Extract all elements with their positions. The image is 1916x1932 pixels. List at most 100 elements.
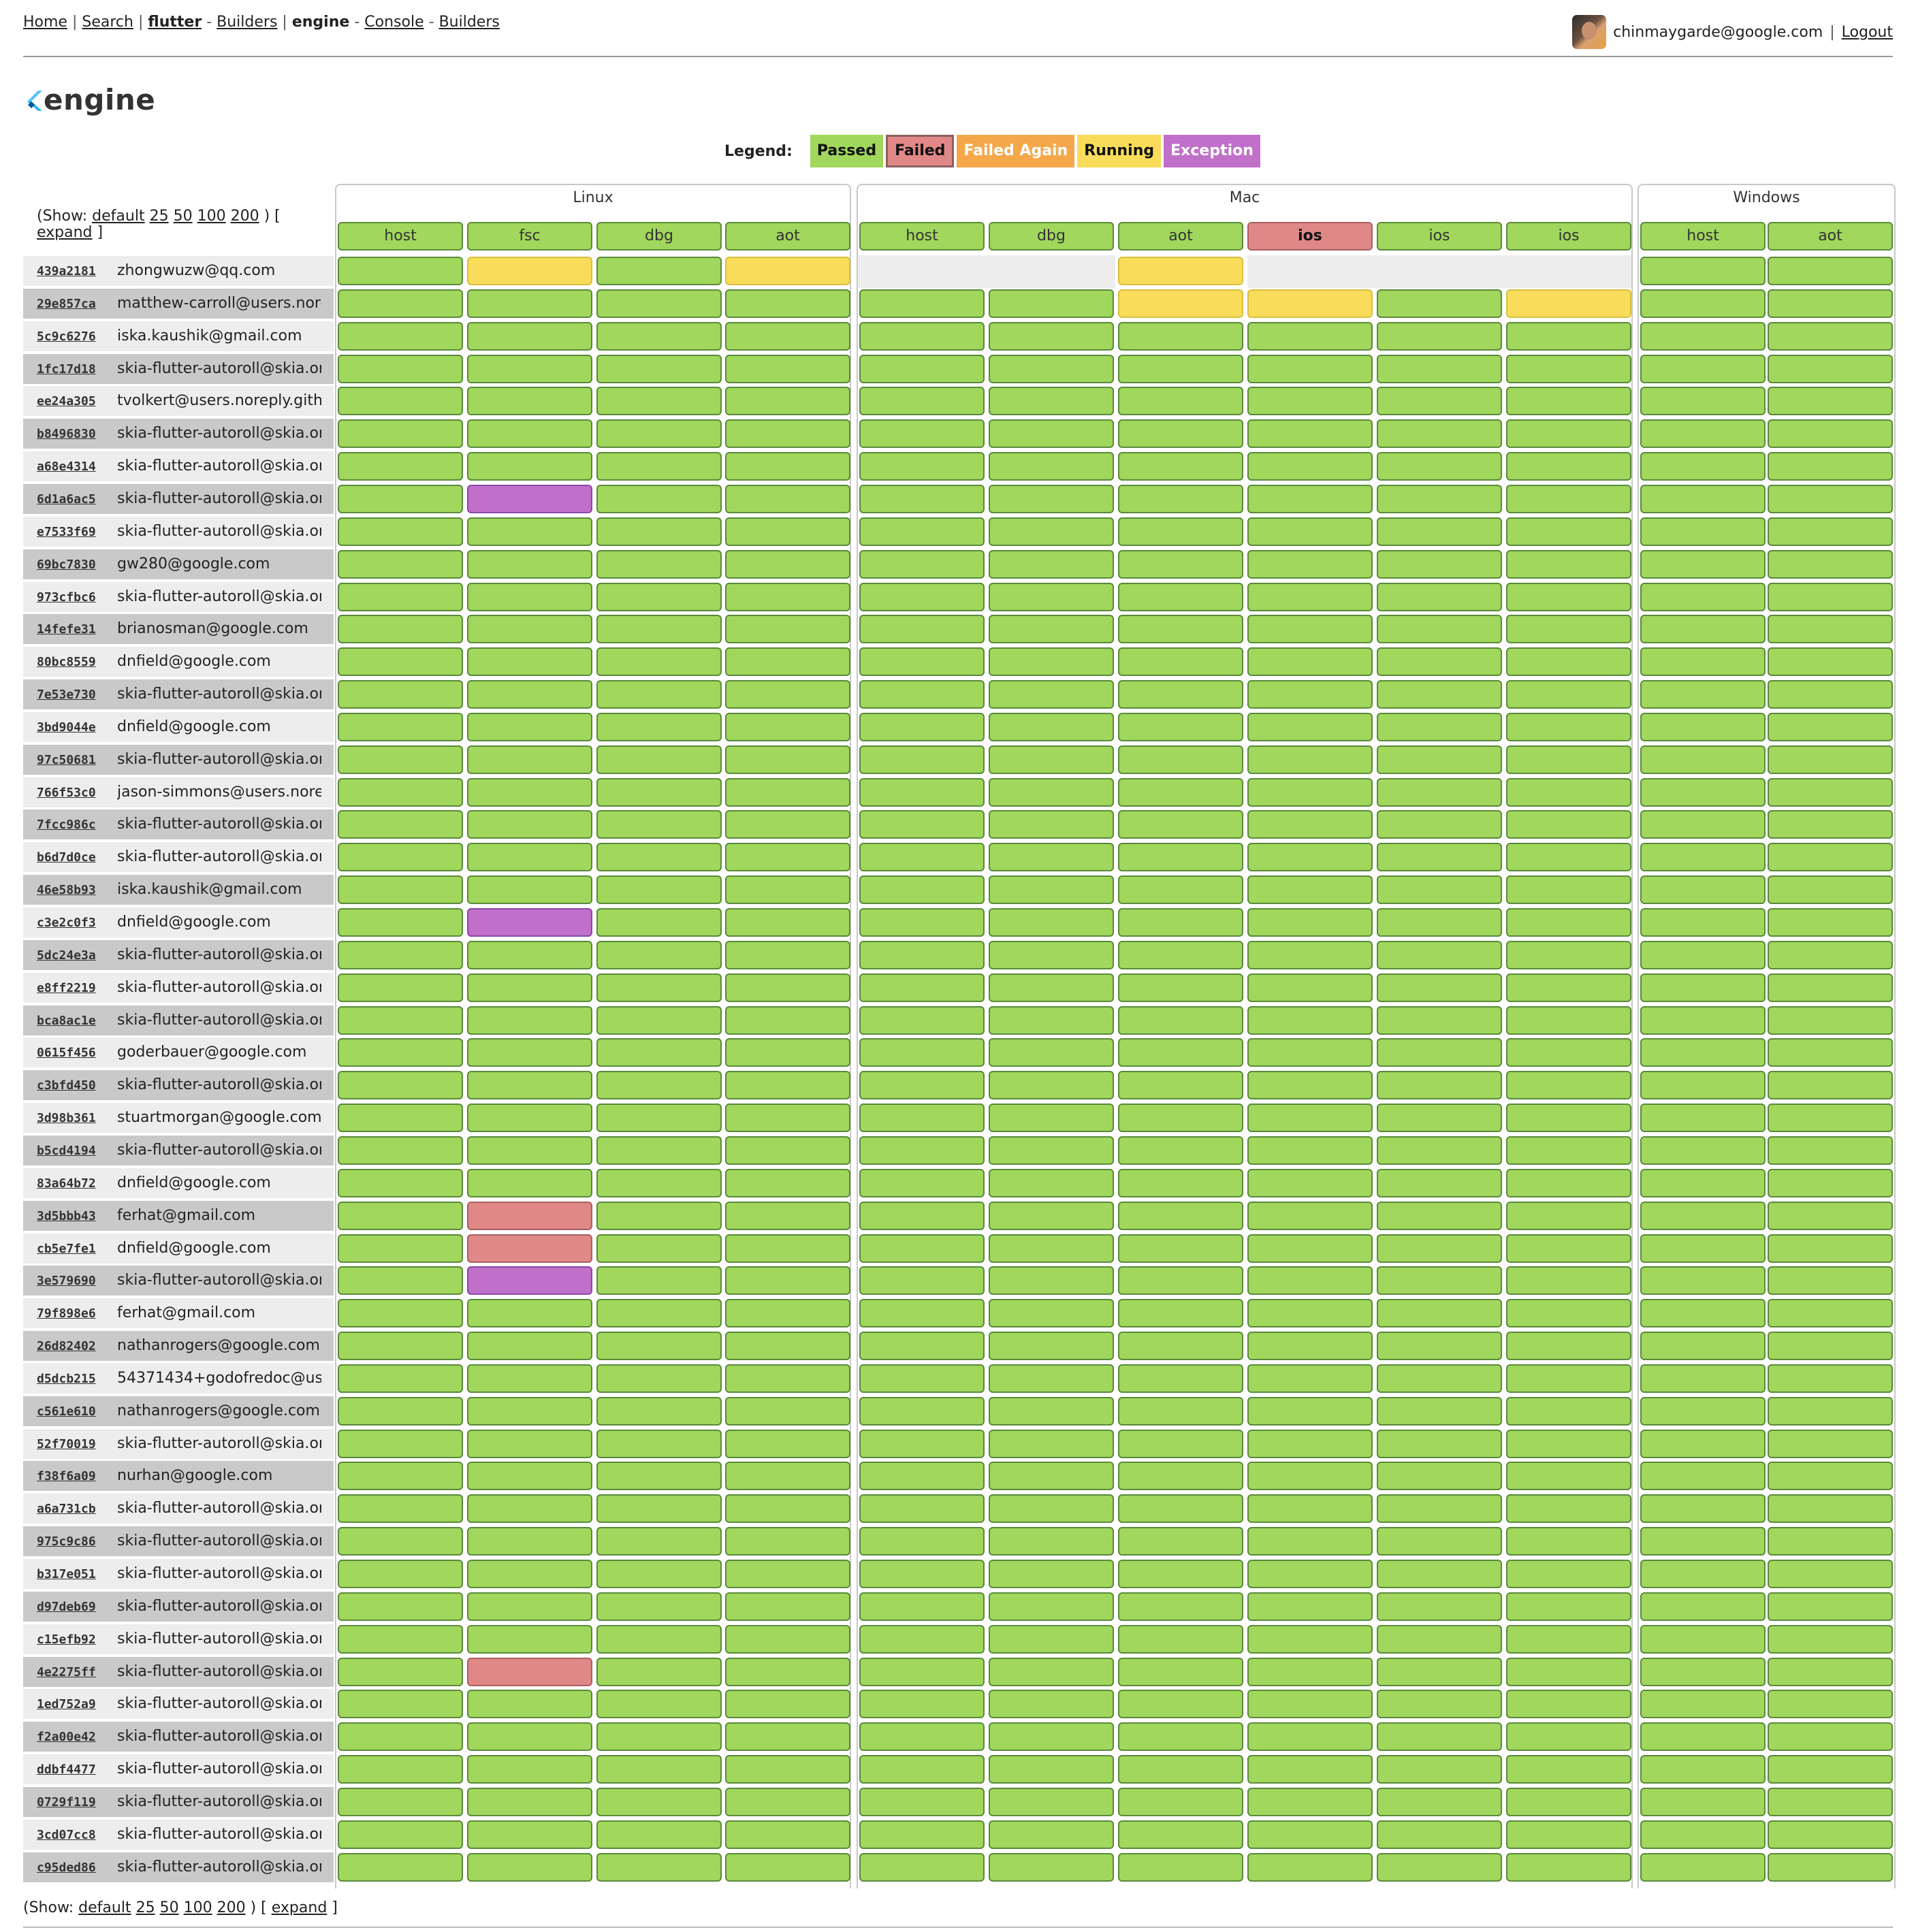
build-status-cell[interactable] xyxy=(859,1657,985,1686)
build-status-cell[interactable] xyxy=(1506,973,1631,1002)
build-status-cell[interactable] xyxy=(338,257,463,285)
build-status-cell[interactable] xyxy=(1377,1136,1502,1165)
build-status-cell[interactable] xyxy=(1377,843,1502,872)
build-status-cell[interactable] xyxy=(1118,1005,1243,1035)
build-status-cell[interactable] xyxy=(338,321,463,351)
build-status-cell[interactable] xyxy=(467,1005,592,1035)
build-status-cell[interactable] xyxy=(596,387,722,416)
build-status-cell[interactable] xyxy=(989,1560,1114,1588)
build-status-cell[interactable] xyxy=(1377,1624,1502,1654)
build-status-cell[interactable] xyxy=(989,1396,1114,1426)
build-status-cell[interactable] xyxy=(1640,1299,1766,1328)
build-status-cell[interactable] xyxy=(1377,1168,1502,1197)
build-status-cell[interactable] xyxy=(467,1852,592,1882)
commit-sha-link[interactable]: b5cd4194 xyxy=(37,1143,96,1158)
build-status-cell[interactable] xyxy=(1247,1560,1373,1588)
build-status-cell[interactable] xyxy=(338,452,463,481)
build-status-cell[interactable] xyxy=(338,1592,463,1621)
commit-sha-link[interactable]: 5dc24e3a xyxy=(37,948,96,963)
build-status-cell[interactable] xyxy=(467,908,592,937)
build-status-cell[interactable] xyxy=(1247,810,1373,839)
build-status-cell[interactable] xyxy=(338,517,463,546)
build-status-cell[interactable] xyxy=(989,1592,1114,1621)
commit-sha-link[interactable]: b6d7d0ce xyxy=(37,850,96,865)
build-status-cell[interactable] xyxy=(1118,452,1243,481)
build-status-cell[interactable] xyxy=(338,1364,463,1393)
commit-sha-link[interactable]: 7e53e730 xyxy=(37,688,96,703)
build-status-cell[interactable] xyxy=(1768,1038,1893,1067)
build-status-cell[interactable] xyxy=(989,387,1114,416)
build-status-cell[interactable] xyxy=(1768,387,1893,416)
build-status-cell[interactable] xyxy=(1247,1396,1373,1426)
build-status-cell[interactable] xyxy=(989,940,1114,969)
build-status-cell[interactable] xyxy=(1118,1560,1243,1588)
build-status-cell[interactable] xyxy=(467,875,592,905)
build-status-cell[interactable] xyxy=(467,940,592,969)
build-status-cell[interactable] xyxy=(1768,1429,1893,1458)
build-status-cell[interactable] xyxy=(1506,843,1631,872)
build-status-cell[interactable] xyxy=(467,257,592,285)
build-status-cell[interactable] xyxy=(596,1364,722,1393)
build-status-cell[interactable] xyxy=(1118,1168,1243,1197)
build-status-cell[interactable] xyxy=(1640,647,1766,677)
task-header-linux-fsc[interactable]: fsc xyxy=(467,222,592,251)
build-status-cell[interactable] xyxy=(338,1299,463,1328)
build-status-cell[interactable] xyxy=(338,1852,463,1882)
build-status-cell[interactable] xyxy=(596,1560,722,1588)
build-status-cell[interactable] xyxy=(989,680,1114,709)
build-status-cell[interactable] xyxy=(338,354,463,383)
build-status-cell[interactable] xyxy=(338,1690,463,1719)
build-status-cell[interactable] xyxy=(1640,484,1766,513)
build-status-cell[interactable] xyxy=(989,810,1114,839)
build-status-cell[interactable] xyxy=(1377,517,1502,546)
build-status-cell[interactable] xyxy=(725,1201,850,1230)
build-status-cell[interactable] xyxy=(989,1168,1114,1197)
task-header-mac-ios[interactable]: ios xyxy=(1377,222,1502,251)
build-status-cell[interactable] xyxy=(1768,647,1893,677)
build-status-cell[interactable] xyxy=(1247,354,1373,383)
build-status-cell[interactable] xyxy=(1247,1005,1373,1035)
commit-sha-link[interactable]: 1ed752a9 xyxy=(37,1697,96,1712)
build-status-cell[interactable] xyxy=(1118,908,1243,937)
commit-sha-link[interactable]: d97deb69 xyxy=(37,1599,96,1614)
build-status-cell[interactable] xyxy=(1506,1071,1631,1100)
build-status-cell[interactable] xyxy=(1377,1494,1502,1524)
build-status-cell[interactable] xyxy=(1640,419,1766,449)
build-status-cell[interactable] xyxy=(1640,908,1766,937)
build-status-cell[interactable] xyxy=(338,1071,463,1100)
build-status-cell[interactable] xyxy=(989,1071,1114,1100)
commit-sha-link[interactable]: 4e2275ff xyxy=(37,1664,96,1679)
build-status-cell[interactable] xyxy=(1640,1005,1766,1035)
build-status-cell[interactable] xyxy=(989,517,1114,546)
build-status-cell[interactable] xyxy=(1768,745,1893,774)
build-status-cell[interactable] xyxy=(338,973,463,1002)
build-status-cell[interactable] xyxy=(1506,452,1631,481)
build-status-cell[interactable] xyxy=(596,615,722,644)
build-status-cell[interactable] xyxy=(725,1494,850,1524)
build-status-cell[interactable] xyxy=(725,1396,850,1426)
build-status-cell[interactable] xyxy=(1118,582,1243,611)
build-status-cell[interactable] xyxy=(1377,1852,1502,1882)
build-status-cell[interactable] xyxy=(1506,1852,1631,1882)
build-status-cell[interactable] xyxy=(1640,615,1766,644)
build-status-cell[interactable] xyxy=(989,1201,1114,1230)
build-status-cell[interactable] xyxy=(1118,1527,1243,1556)
build-status-cell[interactable] xyxy=(989,1494,1114,1524)
commit-sha-link[interactable]: bca8ac1e xyxy=(37,1013,96,1028)
build-status-cell[interactable] xyxy=(338,419,463,449)
build-status-cell[interactable] xyxy=(467,1722,592,1752)
build-status-cell[interactable] xyxy=(1506,1168,1631,1197)
show-200-link[interactable]: 200 xyxy=(217,1899,246,1916)
build-status-cell[interactable] xyxy=(338,1038,463,1067)
build-status-cell[interactable] xyxy=(1506,354,1631,383)
commit-sha-link[interactable]: 973cfbc6 xyxy=(37,590,96,605)
build-status-cell[interactable] xyxy=(1118,647,1243,677)
build-status-cell[interactable] xyxy=(338,582,463,611)
build-status-cell[interactable] xyxy=(989,1429,1114,1458)
build-status-cell[interactable] xyxy=(725,810,850,839)
build-status-cell[interactable] xyxy=(859,1820,985,1849)
build-status-cell[interactable] xyxy=(338,289,463,318)
build-status-cell[interactable] xyxy=(1768,615,1893,644)
build-status-cell[interactable] xyxy=(1377,452,1502,481)
build-status-cell[interactable] xyxy=(1506,1201,1631,1230)
